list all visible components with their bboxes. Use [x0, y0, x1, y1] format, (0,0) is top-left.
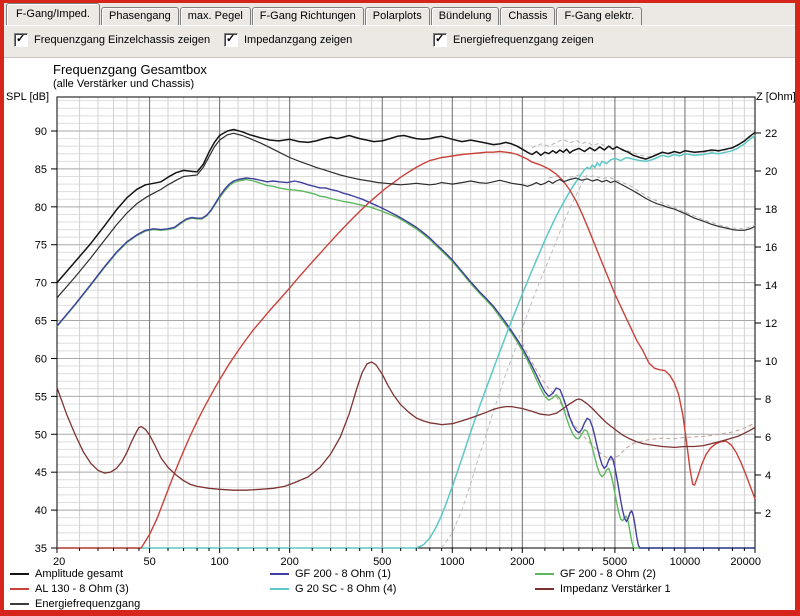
- legend-item: Energiefrequenzgang: [10, 598, 140, 610]
- legend-line-sample: [270, 588, 289, 590]
- tab-f-gang-elektr[interactable]: F-Gang elektr.: [556, 7, 643, 25]
- legend-label: Impedanz Verstärker 1: [560, 583, 671, 595]
- chart-panel: [4, 58, 795, 610]
- y-axis-right-label: Z [Ohm]: [756, 91, 796, 103]
- legend-label: G 20 SC - 8 Ohm (4): [295, 583, 397, 595]
- tab-chassis[interactable]: Chassis: [500, 7, 556, 25]
- legend-item: Amplitude gesamt: [10, 568, 123, 580]
- chart-title: Frequenzgang Gesamtbox: [53, 62, 207, 77]
- checkbox-label: Frequenzgang Einzelchassis zeigen: [34, 34, 211, 46]
- checkbox-frequenzgang-einzelchassis[interactable]: ✓ Frequenzgang Einzelchassis zeigen: [14, 33, 210, 47]
- checkbox-label: Impedanzgang zeigen: [244, 34, 353, 46]
- legend-item: GF 200 - 8 Ohm (2): [535, 568, 656, 580]
- checkmark-icon: ✓: [16, 33, 26, 45]
- chart-subtitle: (alle Verstärker und Chassis): [53, 78, 195, 90]
- red-frame-left: [0, 0, 4, 616]
- red-frame-bottom: [0, 610, 800, 616]
- tab-max-pegel[interactable]: max. Pegel: [179, 7, 251, 25]
- legend-line-sample: [10, 603, 29, 605]
- legend-label: GF 200 - 8 Ohm (1): [295, 568, 391, 580]
- red-frame-right: [795, 0, 800, 616]
- tab-bar: F-Gang/Imped. Phasengang max. Pegel F-Ga…: [6, 3, 643, 25]
- tab-polarplots[interactable]: Polarplots: [364, 7, 430, 25]
- legend-label: Energiefrequenzgang: [35, 598, 141, 610]
- legend-line-sample: [535, 573, 554, 575]
- legend-line-sample: [10, 588, 29, 590]
- legend-label: GF 200 - 8 Ohm (2): [560, 568, 656, 580]
- legend-item: Impedanz Verstärker 1: [535, 583, 671, 595]
- tab-f-gang-imped[interactable]: F-Gang/Imped.: [6, 3, 100, 25]
- checkbox-energiefrequenzgang[interactable]: ✓ Energiefrequenzgang zeigen: [433, 33, 594, 47]
- legend-item: GF 200 - 8 Ohm (1): [270, 568, 391, 580]
- checkbox-label: Energiefrequenzgang zeigen: [453, 34, 594, 46]
- red-frame-top: [0, 0, 800, 3]
- checkbox-icon[interactable]: ✓: [14, 33, 28, 47]
- checkbox-icon[interactable]: ✓: [224, 33, 238, 47]
- legend-line-sample: [270, 573, 289, 575]
- legend-item: AL 130 - 8 Ohm (3): [10, 583, 129, 595]
- legend-item: G 20 SC - 8 Ohm (4): [270, 583, 396, 595]
- option-strip: ✓ Frequenzgang Einzelchassis zeigen ✓ Im…: [4, 26, 795, 58]
- tab-page-edge: [4, 25, 795, 26]
- legend-line-sample: [10, 573, 29, 575]
- tab-phasengang[interactable]: Phasengang: [100, 7, 179, 25]
- legend-line-sample: [535, 588, 554, 590]
- checkmark-icon: ✓: [435, 33, 445, 45]
- checkbox-icon[interactable]: ✓: [433, 33, 447, 47]
- tab-buendelung[interactable]: Bündelung: [430, 7, 500, 25]
- checkbox-impedanzgang[interactable]: ✓ Impedanzgang zeigen: [224, 33, 352, 47]
- tab-f-gang-richtungen[interactable]: F-Gang Richtungen: [251, 7, 364, 25]
- y-axis-left-label: SPL [dB]: [6, 91, 50, 103]
- legend-label: AL 130 - 8 Ohm (3): [35, 583, 129, 595]
- checkmark-icon: ✓: [226, 33, 236, 45]
- legend-label: Amplitude gesamt: [35, 568, 124, 580]
